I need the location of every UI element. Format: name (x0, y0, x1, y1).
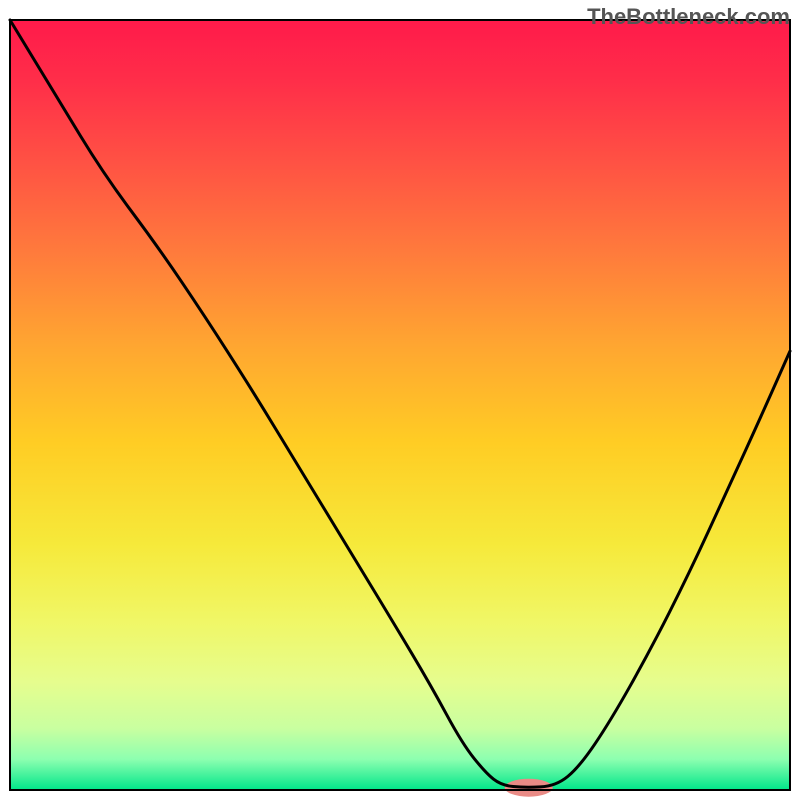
gradient-background (10, 20, 790, 790)
watermark-text: TheBottleneck.com (587, 4, 790, 30)
chart-container: TheBottleneck.com (0, 0, 800, 800)
bottleneck-curve-chart (0, 0, 800, 800)
